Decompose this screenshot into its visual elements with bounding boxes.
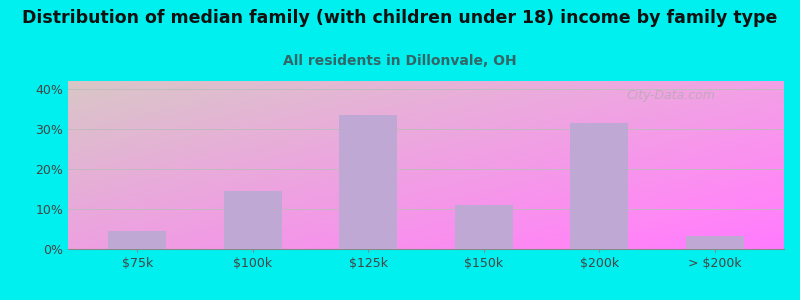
Text: City-Data.com: City-Data.com	[626, 89, 715, 102]
Bar	[339, 115, 397, 249]
Bar	[109, 231, 166, 249]
Bar	[686, 236, 743, 249]
Text: Distribution of median family (with children under 18) income by family type: Distribution of median family (with chil…	[22, 9, 778, 27]
Bar	[455, 205, 513, 249]
Bar	[570, 123, 628, 249]
Text: All residents in Dillonvale, OH: All residents in Dillonvale, OH	[283, 54, 517, 68]
Bar	[224, 191, 282, 249]
